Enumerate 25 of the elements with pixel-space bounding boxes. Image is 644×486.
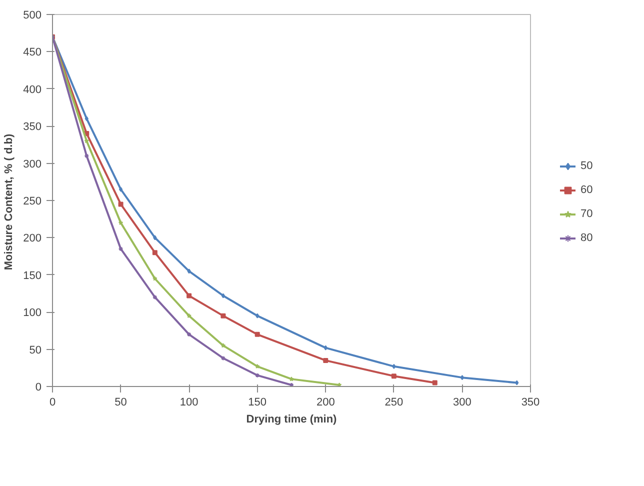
y-tick-label: 0 xyxy=(35,382,42,394)
y-tick-label: 50 xyxy=(29,344,42,356)
legend-label: 70 xyxy=(580,208,594,220)
x-tick-label: 200 xyxy=(316,396,335,408)
legend-label: 80 xyxy=(580,232,594,244)
y-axis-title: Moisture Content, % ( d.b) xyxy=(3,134,16,270)
x-tick-label: 0 xyxy=(49,396,56,408)
y-tick-label: 150 xyxy=(23,270,42,282)
y-tick-label: 250 xyxy=(23,196,42,208)
x-tick-label: 350 xyxy=(521,396,540,408)
y-tick-label: 450 xyxy=(23,46,42,59)
legend-label: 60 xyxy=(580,184,594,196)
x-axis-title: Drying time (min) xyxy=(246,414,338,426)
x-tick-label: 100 xyxy=(180,396,198,408)
y-tick-label: 400 xyxy=(23,84,42,96)
x-tick-label: 150 xyxy=(248,396,267,408)
x-tick-label: 50 xyxy=(114,396,127,408)
y-tick-label: 500 xyxy=(23,10,42,22)
legend-label: 50 xyxy=(580,160,594,172)
y-tick-label: 200 xyxy=(23,232,42,245)
y-tick-label: 350 xyxy=(23,121,42,134)
y-tick-label: 100 xyxy=(23,307,42,320)
x-tick-label: 250 xyxy=(384,396,404,408)
x-tick-label: 300 xyxy=(453,396,472,408)
y-tick-label: 300 xyxy=(23,158,42,170)
